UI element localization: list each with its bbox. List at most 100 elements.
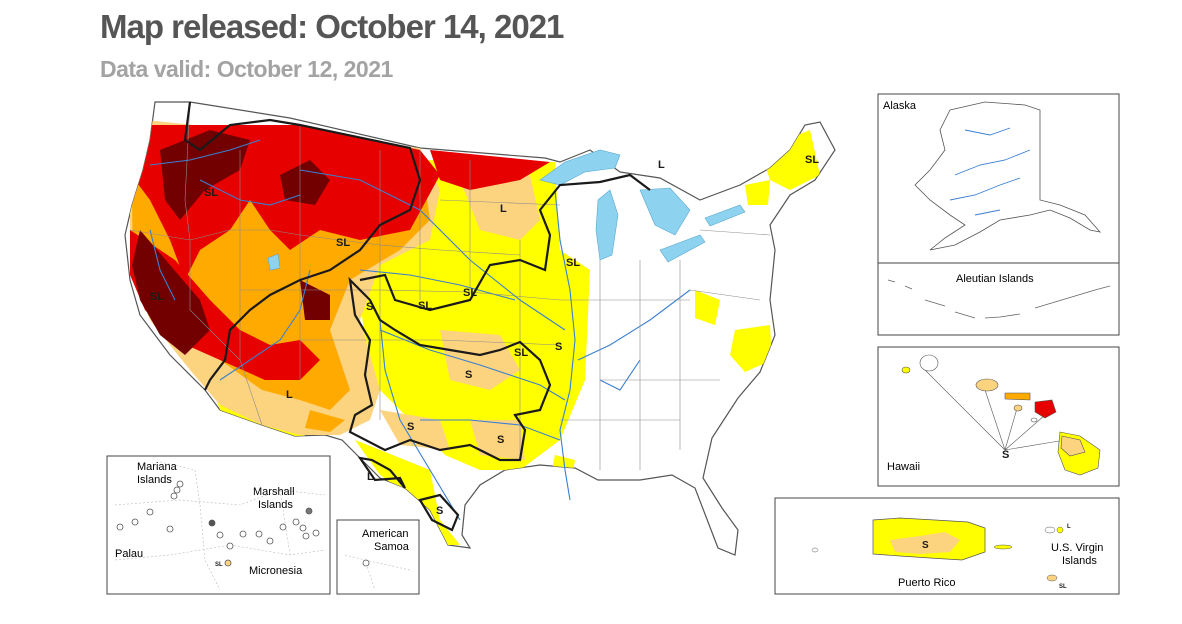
marshall-label-line2: Islands	[258, 499, 293, 511]
impact-label: SL	[805, 154, 819, 166]
impact-label: SL	[150, 291, 164, 303]
maui	[1034, 399, 1057, 419]
lanai	[1013, 404, 1023, 412]
puerto-rico-label: Puerto Rico	[898, 577, 955, 589]
st-thomas	[1044, 526, 1056, 534]
conus-map: SL SL SL SL SL SL SL SL L L L L S S S S …	[124, 101, 836, 556]
impact-label: S	[407, 421, 414, 433]
impact-label: S	[436, 505, 443, 517]
pacific-frame	[106, 455, 331, 595]
micronesia-impact-label: SL	[215, 562, 223, 568]
impact-label: L	[367, 471, 374, 483]
puerto-rico-inset: S L SL Puerto Rico U.S. Virgin Islands	[774, 497, 1120, 595]
columbia-river	[149, 139, 261, 166]
molokai	[1004, 392, 1031, 401]
impact-label: SL	[463, 287, 477, 299]
impact-label: L	[286, 389, 293, 401]
samoa-frame	[336, 519, 420, 595]
kauai	[919, 354, 939, 372]
impact-label: S	[366, 301, 373, 313]
impact-label: SL	[514, 347, 528, 359]
map-released-title: Map released: October 14, 2021	[100, 8, 564, 45]
ohio-river	[577, 289, 691, 361]
mariana-label-line1: Mariana	[137, 461, 178, 473]
state-boundaries	[129, 101, 771, 470]
lake-superior	[539, 149, 621, 186]
impact-boundaries	[183, 101, 651, 532]
aleutian-label: Aleutian Islands	[956, 273, 1034, 285]
impact-label: L	[500, 203, 507, 215]
southwest-impact-boundary	[348, 276, 552, 462]
samoa-label-line1: American	[362, 528, 408, 540]
impact-label: S	[497, 434, 504, 446]
st-croix	[1046, 574, 1058, 582]
impact-label: L	[658, 159, 665, 171]
oahu	[975, 378, 999, 392]
mississippi-river	[554, 189, 576, 501]
usvi-impact-label: L	[1067, 524, 1071, 530]
great-salt-lake	[267, 253, 281, 271]
missouri-river	[299, 169, 566, 331]
kahoolawe	[1030, 417, 1038, 423]
rio-grande	[379, 319, 461, 521]
st-john	[1056, 526, 1064, 534]
hawaii-frame	[877, 346, 1120, 487]
tennessee-river	[599, 359, 641, 391]
alaska-shape	[914, 101, 1102, 251]
conus-impact-labels: SL SL SL SL SL SL SL SL L L L L S S S S …	[150, 154, 819, 517]
palau-label: Palau	[115, 548, 143, 560]
lake-michigan	[595, 189, 619, 261]
hawaii-inset: S Hawaii	[877, 346, 1120, 487]
lake-huron	[639, 187, 691, 236]
hawaii-islands	[901, 354, 1101, 476]
big-island-d1	[1060, 435, 1086, 457]
st-croix-impact-label: SL	[1059, 584, 1067, 590]
vieques	[993, 544, 1013, 550]
sacramento-river	[149, 229, 176, 301]
alaska-label: Alaska	[883, 100, 917, 112]
puerto-rico-impact-label: S	[922, 540, 929, 551]
pacific-island-markers	[116, 480, 320, 567]
usvi-label-line1: U.S. Virgin	[1051, 542, 1103, 554]
impact-label: SL	[204, 187, 218, 199]
texas-impact-boundary	[357, 456, 406, 489]
lake-erie	[659, 234, 706, 263]
mariana-label-line2: Islands	[137, 474, 172, 486]
hawaii-label: Hawaii	[887, 461, 920, 473]
pacific-labels: Mariana Islands Marshall Islands Palau M…	[115, 461, 303, 577]
platte-river	[359, 269, 516, 301]
snake-river	[199, 179, 301, 206]
samoa-island-marker	[362, 559, 370, 567]
impact-label: S	[465, 369, 472, 381]
data-valid-subtitle: Data valid: October 12, 2021	[100, 56, 393, 82]
great-lakes	[267, 149, 746, 271]
aleutian-frame	[877, 262, 1120, 336]
usvi-label-line2: Islands	[1062, 555, 1097, 567]
niihau	[901, 366, 911, 374]
west-impact-boundary	[183, 101, 422, 391]
alaska-rivers	[949, 127, 1031, 216]
hawaii-callout-lines	[924, 369, 1066, 451]
impact-label: S	[555, 341, 562, 353]
alaska-inset: Alaska	[877, 93, 1120, 264]
drought-layers	[130, 120, 820, 545]
micronesia-label: Micronesia	[249, 565, 303, 577]
puerto-rico-d1	[890, 532, 960, 554]
lake-ontario	[704, 204, 746, 227]
pacific-islands-inset: Mariana Islands Marshall Islands Palau M…	[106, 455, 331, 595]
aleutian-islands	[887, 279, 1111, 319]
southern-plains-impact-boundary	[359, 173, 651, 312]
marshall-label-line1: Marshall	[253, 486, 295, 498]
hawaii-impact-label: S	[1002, 449, 1009, 461]
impact-label: SL	[336, 237, 350, 249]
red-river	[420, 419, 561, 441]
samoa-label-line2: Samoa	[374, 541, 410, 553]
impact-label: SL	[418, 300, 432, 312]
american-samoa-inset: American Samoa	[336, 519, 420, 595]
colorado-river	[219, 269, 311, 381]
mona-island	[811, 547, 819, 553]
aleutian-inset: Aleutian Islands	[877, 262, 1120, 336]
south-texas-impact-boundary	[418, 493, 460, 532]
impact-label: SL	[566, 257, 580, 269]
